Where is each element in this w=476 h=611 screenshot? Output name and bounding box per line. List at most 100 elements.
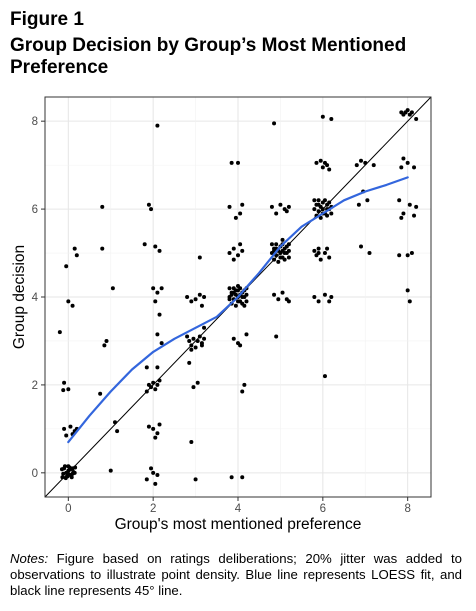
- data-point: [153, 299, 158, 304]
- data-point: [278, 202, 283, 207]
- data-point: [240, 475, 245, 480]
- data-point: [185, 334, 190, 339]
- data-point: [312, 295, 317, 299]
- data-point: [68, 467, 73, 472]
- data-point: [274, 242, 279, 247]
- data-point: [354, 163, 359, 168]
- data-point: [359, 158, 364, 163]
- data-point: [149, 466, 154, 471]
- data-point: [236, 160, 240, 165]
- data-point: [193, 477, 198, 482]
- data-point: [157, 422, 162, 427]
- data-point: [272, 257, 277, 262]
- data-point: [409, 110, 414, 115]
- data-point: [202, 295, 207, 299]
- data-point: [153, 435, 158, 440]
- data-point: [407, 202, 412, 207]
- data-point: [236, 299, 240, 304]
- data-point: [371, 163, 376, 168]
- data-point: [70, 471, 75, 476]
- data-point: [151, 426, 156, 431]
- data-point: [405, 288, 410, 293]
- data-point: [193, 297, 198, 302]
- data-point: [236, 253, 240, 258]
- x-tick-label: 2: [150, 503, 156, 515]
- data-point: [401, 156, 406, 161]
- data-point: [322, 251, 327, 256]
- data-point: [322, 292, 327, 297]
- data-point: [397, 198, 402, 203]
- x-tick-label: 4: [235, 503, 242, 515]
- data-point: [191, 336, 196, 341]
- data-point: [189, 347, 194, 352]
- data-point: [195, 380, 200, 385]
- data-point: [325, 246, 330, 251]
- data-point: [185, 295, 190, 299]
- y-tick-label: 6: [32, 204, 38, 216]
- data-point: [409, 251, 414, 256]
- data-point: [195, 338, 200, 343]
- data-point: [144, 365, 149, 370]
- data-point: [397, 253, 402, 258]
- x-tick-label: 0: [65, 503, 71, 515]
- data-point: [61, 388, 66, 393]
- data-point: [322, 374, 327, 379]
- data-point: [155, 123, 160, 128]
- data-point: [69, 475, 74, 480]
- y-tick-label: 4: [32, 292, 39, 304]
- data-point: [412, 165, 417, 170]
- data-point: [72, 246, 77, 251]
- data-point: [64, 433, 69, 438]
- data-point: [189, 440, 194, 445]
- data-point: [144, 389, 149, 394]
- data-point: [149, 207, 154, 212]
- data-point: [244, 299, 249, 304]
- data-point: [197, 334, 202, 339]
- data-point: [189, 343, 194, 348]
- data-point: [229, 160, 234, 165]
- y-tick-label: 0: [32, 468, 38, 480]
- data-point: [187, 338, 192, 343]
- y-axis-ticks: 0 2 4 6 8: [32, 116, 45, 480]
- data-point: [320, 114, 325, 119]
- data-point: [155, 431, 160, 436]
- data-point: [197, 292, 202, 297]
- data-point: [155, 473, 160, 478]
- data-point: [322, 198, 327, 203]
- data-point: [312, 248, 317, 253]
- data-point: [363, 160, 368, 165]
- data-point: [322, 160, 327, 165]
- data-point: [231, 246, 236, 251]
- data-point: [157, 312, 162, 317]
- figure-title: Group Decision by Group’s Most Mentioned…: [10, 35, 407, 78]
- data-point: [155, 365, 160, 370]
- data-point: [318, 158, 323, 163]
- data-point: [414, 116, 419, 121]
- data-point: [57, 330, 62, 335]
- data-point: [242, 382, 247, 387]
- data-point: [316, 251, 321, 256]
- data-point: [327, 167, 332, 172]
- data-point: [155, 332, 160, 337]
- data-point: [146, 202, 151, 207]
- data-point: [62, 426, 67, 431]
- data-point: [100, 246, 105, 251]
- notes-lead: Notes:: [10, 551, 49, 566]
- data-point: [151, 380, 156, 385]
- data-point: [151, 470, 156, 475]
- data-point: [59, 467, 64, 472]
- data-point: [236, 284, 240, 289]
- data-point: [286, 204, 291, 209]
- data-point: [240, 389, 245, 394]
- data-point: [284, 209, 289, 214]
- data-point: [66, 472, 71, 477]
- data-point: [399, 165, 404, 170]
- data-point: [242, 303, 247, 308]
- data-point: [316, 246, 321, 251]
- y-tick-label: 8: [32, 116, 38, 128]
- data-point: [227, 297, 232, 302]
- data-point: [66, 387, 71, 392]
- data-point: [187, 360, 192, 365]
- data-point: [153, 387, 158, 392]
- data-point: [314, 160, 319, 165]
